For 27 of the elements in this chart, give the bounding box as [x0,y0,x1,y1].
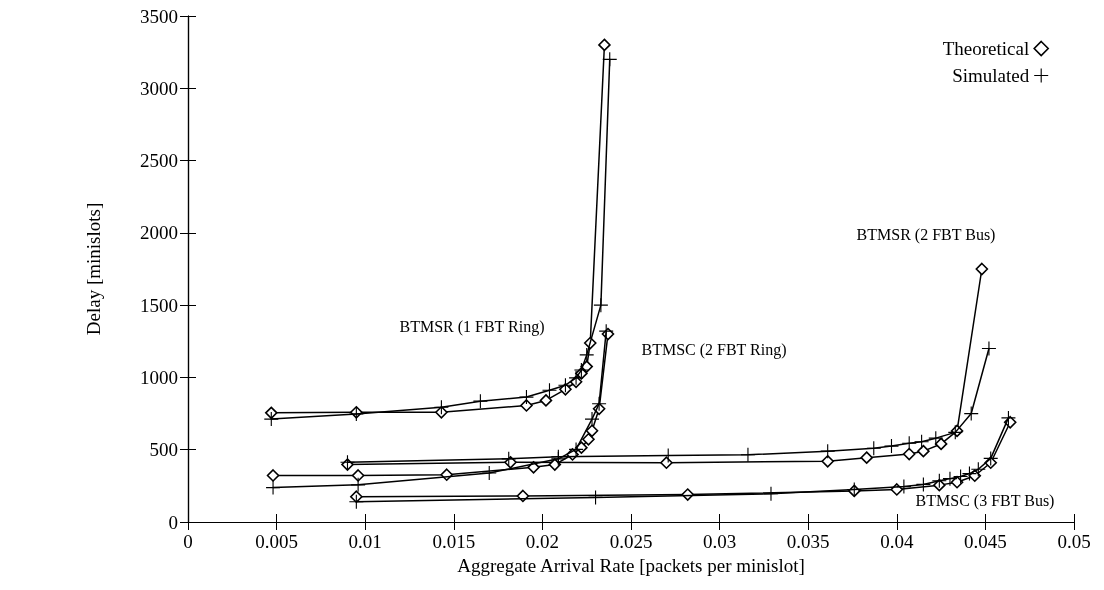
y-tick-label: 500 [149,439,178,461]
x-tick-label: 0.04 [880,531,914,552]
x-tick-label: 0.01 [348,531,382,552]
x-tick-label: 0.05 [1057,531,1091,552]
x-tick-label: 0.02 [525,531,560,552]
annotation: BTMSR (2 FBT Bus) [856,225,996,244]
x-tick-label: 0.005 [255,531,298,552]
annotation: BTMSR (1 FBT Ring) [399,317,545,336]
y-tick-label: 2500 [140,150,178,172]
annotation: BTMSC (3 FBT Bus) [915,491,1055,510]
annotation: BTMSC (2 FBT Ring) [641,340,787,359]
y-tick-label: 3500 [140,5,178,27]
y-tick-label: 0 [168,511,178,533]
y-tick-label: 3000 [140,77,178,99]
x-tick-label: 0.025 [609,531,653,552]
x-tick-label: 0.03 [702,531,737,552]
x-axis-title: Aggregate Arrival Rate [packets per minislot] [457,554,805,576]
x-tick-label: 0 [183,531,193,552]
y-tick-label: 1500 [140,294,178,316]
legend-label: Simulated [952,65,1030,86]
x-tick-label: 0.035 [786,531,830,552]
x-tick-label: 0.015 [432,531,476,552]
y-tick-label: 1000 [140,366,178,388]
x-tick-label: 0.045 [964,531,1007,552]
legend-label: Theoretical [942,38,1030,59]
y-tick-label: 2000 [140,222,178,244]
y-axis-title: Delay [minislots] [83,202,104,336]
